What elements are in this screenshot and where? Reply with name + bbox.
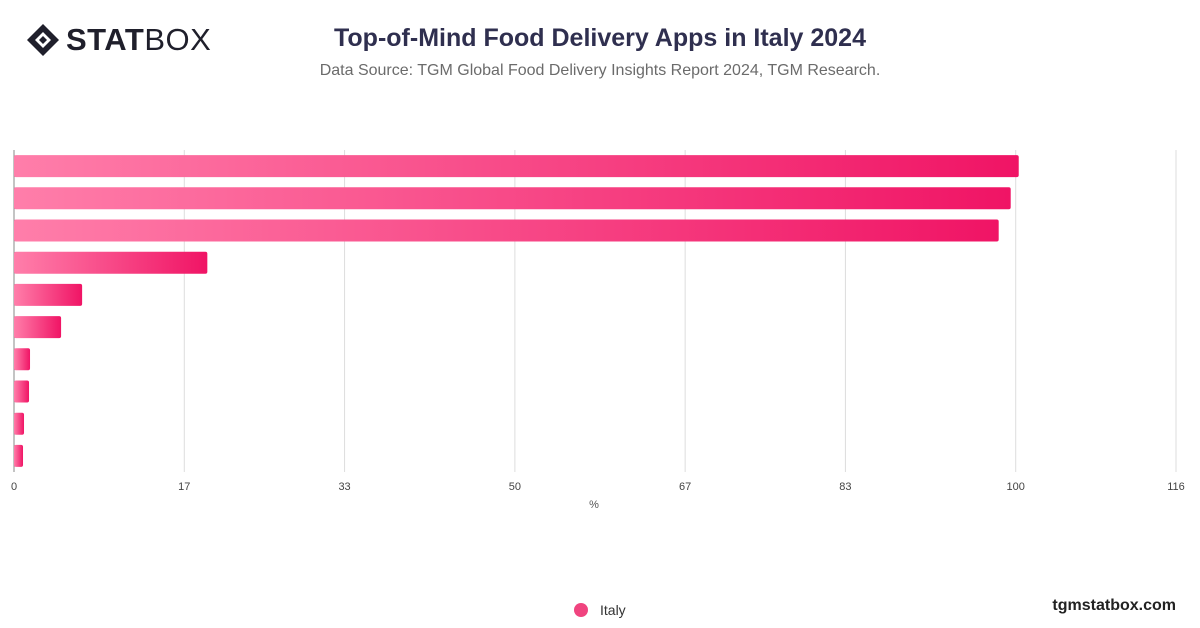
x-axis-title: % xyxy=(589,499,599,511)
x-tick-label: 50 xyxy=(509,481,521,493)
bar[interactable] xyxy=(14,348,31,371)
statbox-diamond-icon xyxy=(27,24,59,56)
x-tick-label: 83 xyxy=(839,481,851,493)
bar[interactable] xyxy=(14,187,1011,210)
bar[interactable] xyxy=(14,155,1019,178)
legend-label: Italy xyxy=(600,602,626,618)
x-tick-label: 33 xyxy=(338,481,350,493)
site-url: tgmstatbox.com xyxy=(1052,597,1176,614)
bar[interactable] xyxy=(14,412,25,435)
x-tick-label: 0 xyxy=(11,481,17,493)
legend[interactable]: Italy xyxy=(574,602,626,618)
bar[interactable] xyxy=(14,444,24,467)
logo-wordmark: STATBOX xyxy=(66,22,211,58)
x-axis-ticks: 0 17 33 50 67 83 100 116 xyxy=(11,481,1185,493)
x-tick-label: 67 xyxy=(679,481,691,493)
chart-subtitle: Data Source: TGM Global Food Delivery In… xyxy=(319,62,881,79)
bar[interactable] xyxy=(14,251,208,274)
bar[interactable] xyxy=(14,219,999,242)
legend-marker xyxy=(574,603,588,617)
x-tick-label: 116 xyxy=(1167,481,1185,493)
bar[interactable] xyxy=(14,316,62,339)
chart-title: Top-of-Mind Food Delivery Apps in Italy … xyxy=(334,24,866,52)
x-tick-label: 100 xyxy=(1007,481,1025,493)
statbox-logo: STATBOX xyxy=(26,22,211,58)
bar[interactable] xyxy=(14,283,83,306)
bars xyxy=(14,155,1019,467)
logo-text-bold: STAT xyxy=(66,22,145,57)
bar[interactable] xyxy=(14,380,30,403)
logo-text-light: BOX xyxy=(144,22,212,57)
x-tick-label: 17 xyxy=(178,481,190,493)
